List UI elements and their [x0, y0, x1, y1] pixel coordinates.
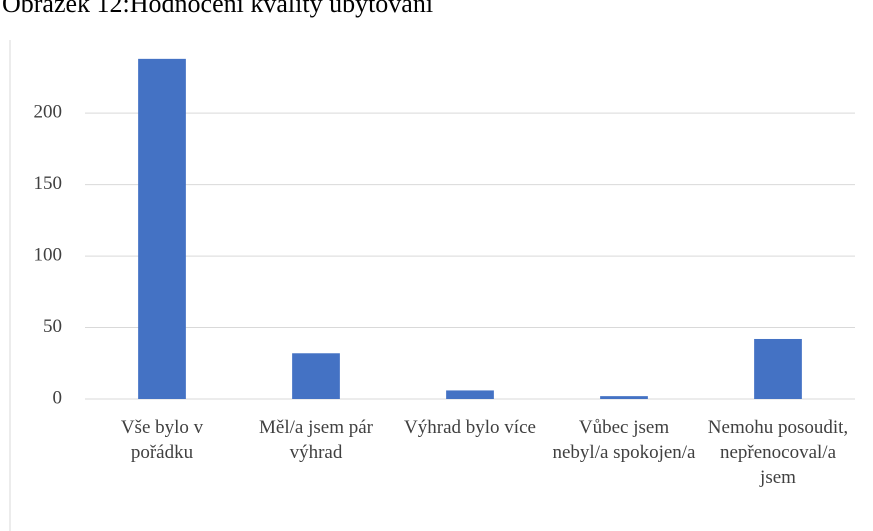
bar	[754, 338, 802, 399]
bar	[292, 353, 340, 399]
y-tick-label: 100	[34, 244, 63, 265]
bar	[138, 58, 186, 399]
y-tick-label: 200	[34, 102, 63, 123]
x-tick-label: Vše bylo v pořádku	[120, 417, 204, 463]
y-tick-label: 0	[53, 387, 63, 408]
bar	[446, 390, 494, 399]
chart-title: Obrázek 12:Hodnocení kvality ubytování	[2, 0, 433, 18]
x-tick-label: Vůbec jsem nebyl/a spokojen/a	[552, 417, 696, 463]
x-tick-label: Výhrad bylo více	[404, 417, 536, 438]
x-tick-label: Měl/a jsem pár výhrad	[259, 417, 373, 463]
bar	[600, 396, 648, 399]
y-tick-label: 150	[34, 173, 63, 194]
x-tick-label: Nemohu posoudit, nepřenocoval/a jsem	[707, 417, 849, 488]
y-tick-label: 50	[43, 316, 62, 337]
